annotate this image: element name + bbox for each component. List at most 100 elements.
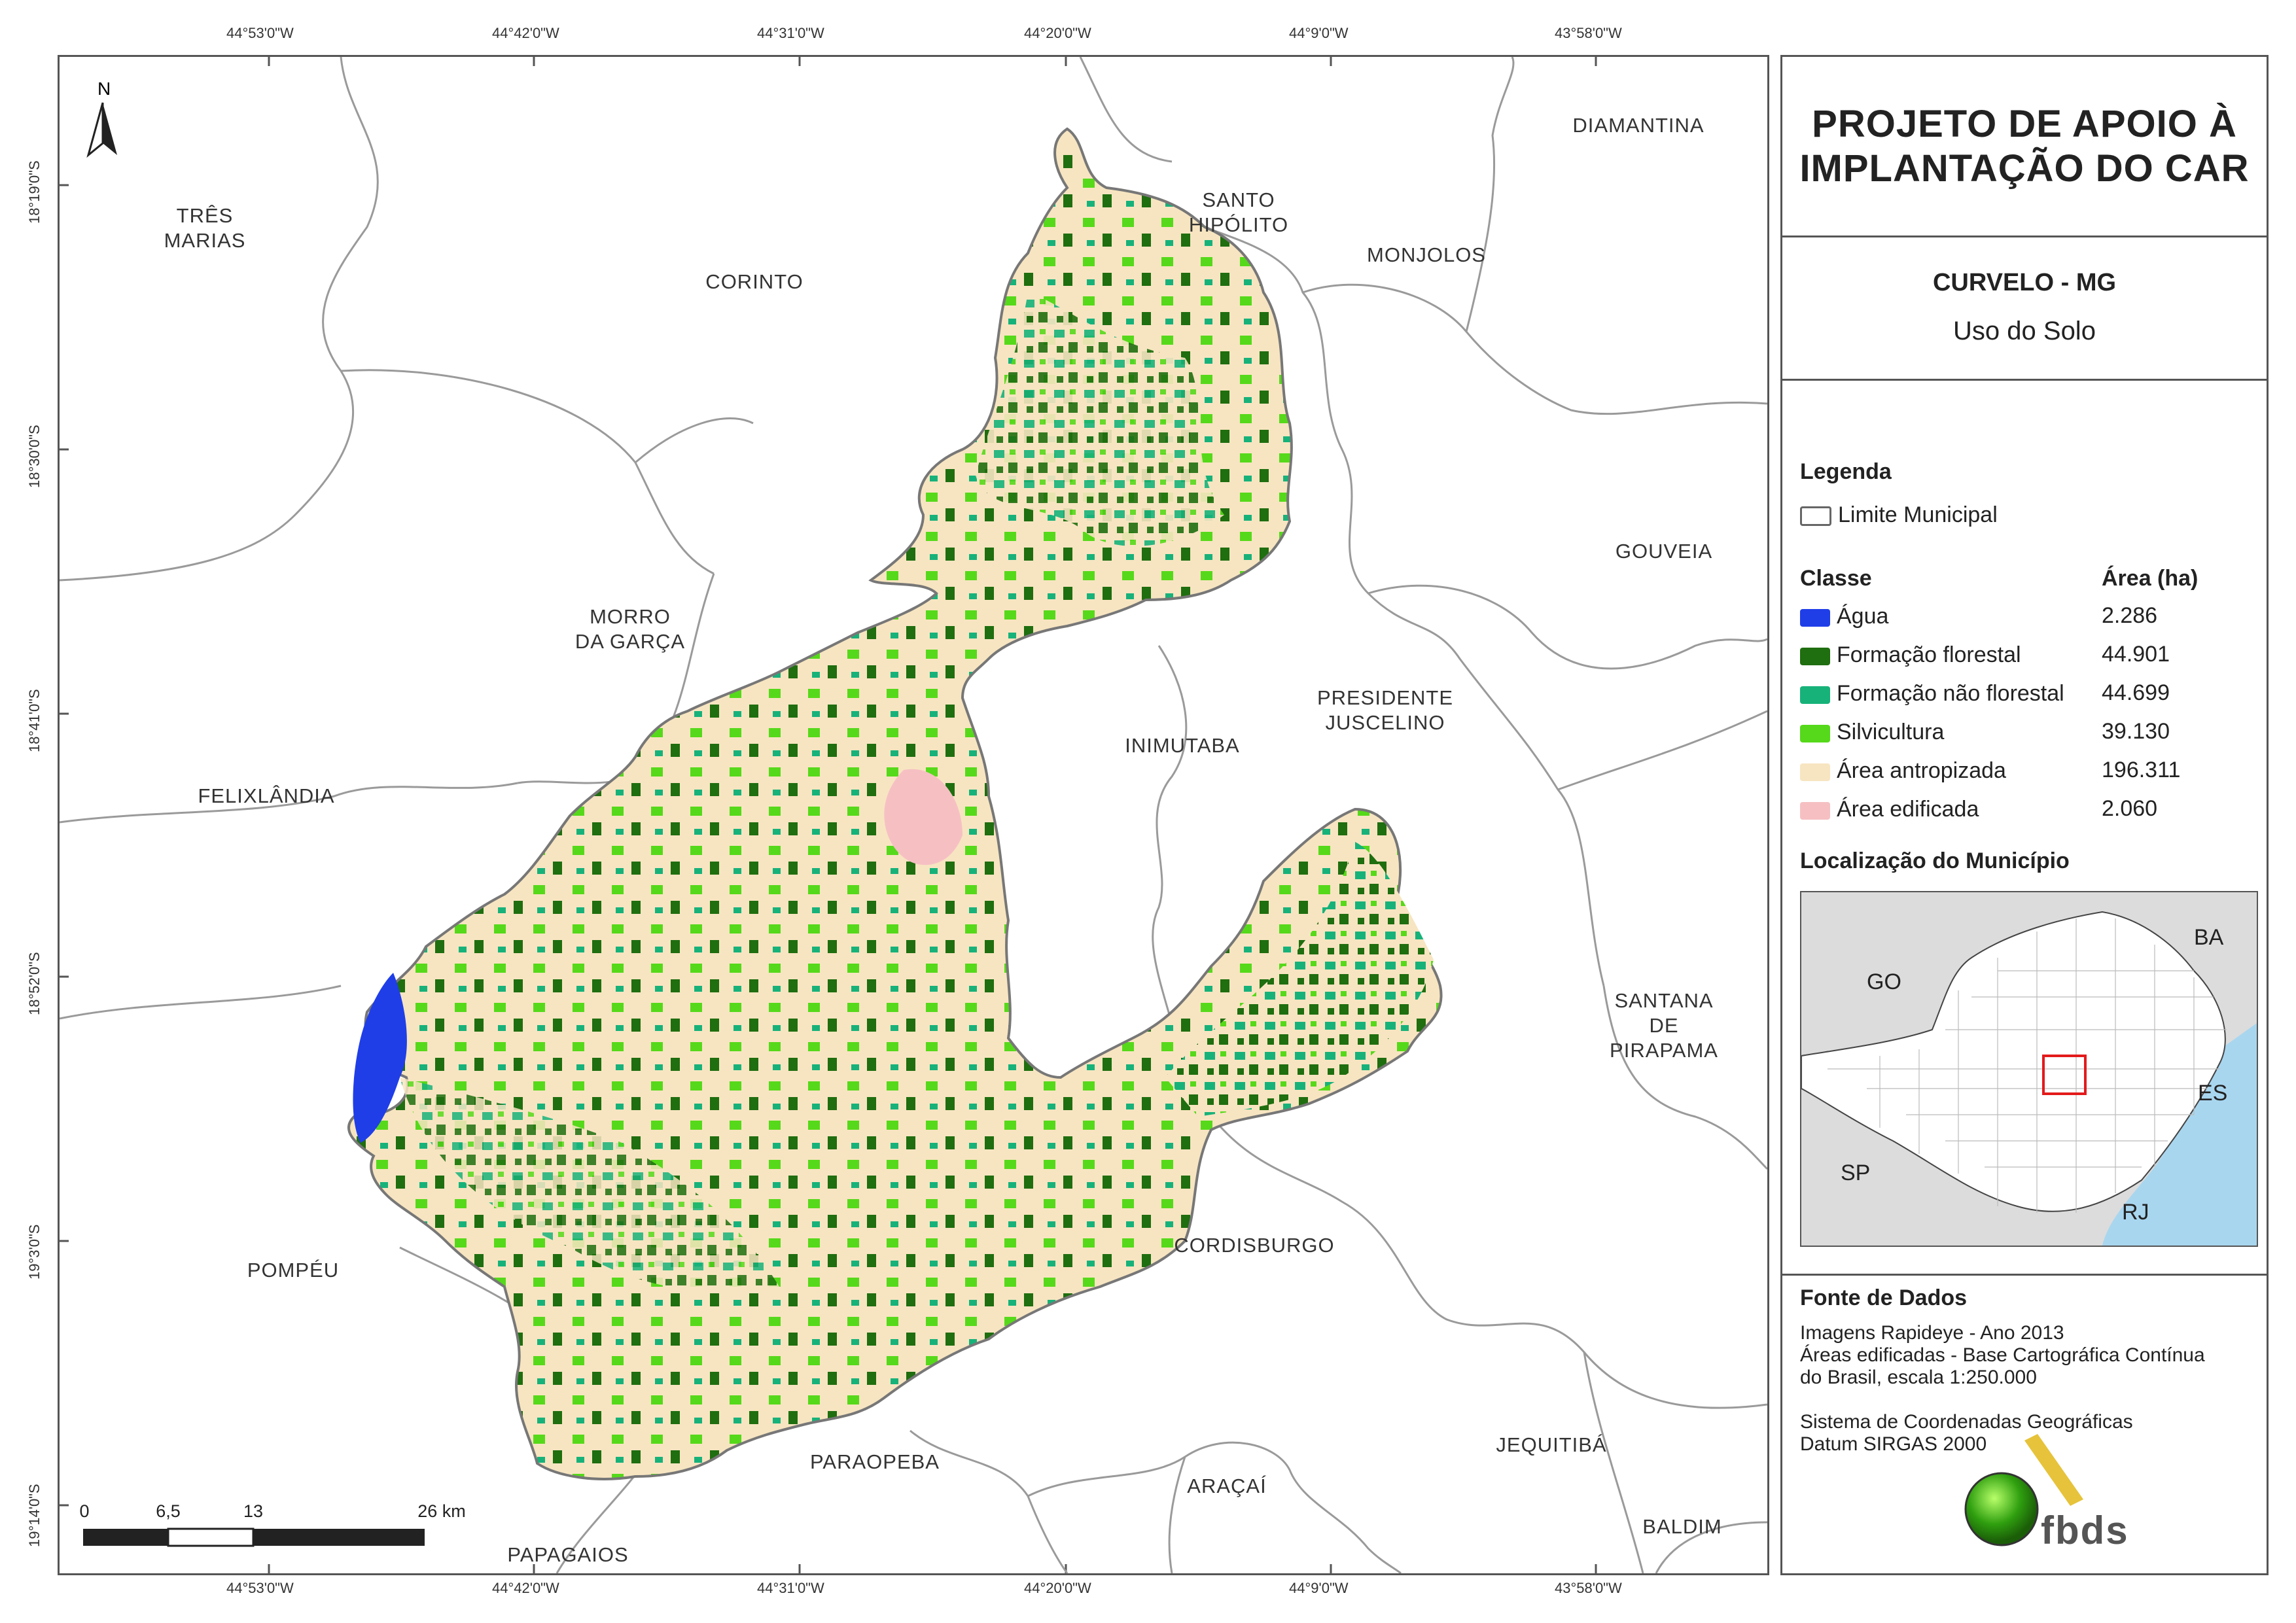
municipality-label-felixlandia: FELIXLÂNDIA (198, 784, 335, 807)
legend-item: Área antropizada (1800, 758, 2006, 784)
lon-label: 44°9'0"W (1289, 1580, 1349, 1596)
scale-label: 26 km (417, 1501, 466, 1521)
boundary-swatch (1800, 506, 1831, 527)
source-line: Imagens Rapideye - Ano 2013 (1800, 1322, 2064, 1344)
map-canvas: N (60, 57, 1767, 1573)
municipality-label-papagaios: PAPAGAIOS (507, 1543, 629, 1566)
lat-label: 18°52'0"S (26, 952, 43, 1015)
legend-class-label: Silvicultura (1837, 720, 1945, 744)
lon-label: 44°31'0"W (757, 1580, 824, 1596)
legend-boundary: Limite Municipal (1800, 502, 1998, 528)
title-box: PROJETO DE APOIO À IMPLANTAÇÃO DO CAR (1782, 57, 2267, 237)
municipality-label-aracai: ARAÇAÍ (1187, 1475, 1267, 1497)
project-title-line1: PROJETO DE APOIO À (1812, 102, 2237, 145)
lon-label: 44°42'0"W (492, 25, 559, 41)
scale-bar (83, 1527, 425, 1547)
data-sources: Fonte de Dados Imagens Rapideye - Ano 20… (1800, 1287, 2205, 1456)
legend: Legenda Limite Municipal Classe Área (ha… (1782, 381, 2267, 1276)
municipality-label-santana-de-pirapama: SANTANA DE PIRAPAMA (1610, 989, 1718, 1062)
class-header: Classe (1800, 566, 1872, 591)
lat-label: 19°3'0"S (26, 1224, 43, 1280)
municipality-label-gouveia: GOUVEIA (1615, 540, 1713, 563)
legend-swatch (1800, 724, 1830, 742)
north-arrow: N (86, 79, 117, 158)
legend-item: Formação não florestal (1800, 680, 2064, 707)
curvelo-land-use (347, 127, 1443, 1480)
north-label: N (97, 79, 111, 99)
legend-item: Silvicultura (1800, 719, 1944, 745)
municipality-label-baldim: BALDIM (1642, 1515, 1722, 1538)
scale-label: 0 (79, 1501, 90, 1521)
legend-area: 2.286 (2102, 603, 2158, 628)
legend-boundary-label: Limite Municipal (1838, 502, 1998, 527)
lon-label: 44°53'0"W (226, 25, 294, 41)
lon-label: 44°20'0"W (1024, 1580, 1091, 1596)
location-heading: Localização do Município (1800, 848, 2070, 873)
legend-class-label: Água (1837, 604, 1889, 629)
legend-swatch (1800, 608, 1830, 627)
inset-canvas (1801, 911, 2257, 1246)
legend-area: 44.699 (2102, 680, 2170, 705)
lon-label: 43°58'0"W (1555, 25, 1622, 41)
area-header: Área (ha) (2102, 566, 2199, 591)
legend-class-label: Área antropizada (1837, 758, 2006, 783)
source-line: do Brasil, escala 1:250.000 (1800, 1367, 2037, 1388)
legend-class-label: Área edificada (1837, 797, 1979, 822)
fbds-logo-mark (1964, 1434, 2083, 1546)
legend-class-label: Formação não florestal (1837, 681, 2064, 706)
subtitle-box: CURVELO - MG Uso do Solo (1782, 237, 2267, 381)
lon-label: 43°58'0"W (1555, 1580, 1622, 1596)
municipality-label-morro-da-garca: MORRO DA GARÇA (574, 605, 686, 653)
lon-label: 44°53'0"W (226, 1580, 294, 1596)
theme-title: Uso do Solo (1953, 317, 2096, 345)
municipality-label-santo-hipolito: SANTO HIPÓLITO (1188, 188, 1289, 236)
legend-area: 44.901 (2102, 642, 2170, 667)
lat-label: 19°14'0"S (26, 1484, 43, 1547)
source-line: Sistema de Coordenadas Geográficas (1800, 1411, 2133, 1433)
municipality-label-paraopeba: PARAOPEBA (810, 1450, 940, 1473)
fbds-logo-text: fbds (2041, 1509, 2129, 1552)
source-line (1800, 1389, 2205, 1411)
lat-label: 18°30'0"S (26, 425, 43, 488)
scale-label: 6,5 (156, 1501, 181, 1521)
legend-swatch (1800, 686, 1830, 704)
municipality-label-pompeu: POMPÉU (247, 1259, 340, 1282)
lat-label: 18°41'0"S (26, 689, 43, 752)
inset-label-rj: RJ (2122, 1200, 2149, 1225)
inset-label-go: GO (1867, 969, 1901, 994)
municipality-label-inimutaba: INIMUTABA (1125, 734, 1240, 757)
project-title-line2: IMPLANTAÇÃO DO CAR (1799, 147, 2250, 190)
source-line: Áreas edificadas - Base Cartográfica Con… (1800, 1344, 2205, 1366)
map-frame: N 0 6,5 13 26 km TRÊS MARIAS CORINTO SAN… (58, 55, 1769, 1575)
municipality-title: CURVELO - MG (1932, 269, 2117, 296)
lon-label: 44°20'0"W (1024, 25, 1091, 41)
legend-class-label: Formação florestal (1837, 642, 2021, 667)
municipality-label-presidente-juscelino: PRESIDENTE JUSCELINO (1316, 686, 1454, 734)
municipality-label-cordisburgo: CORDISBURGO (1174, 1234, 1335, 1257)
lon-label: 44°9'0"W (1289, 25, 1349, 41)
legend-item: Água (1800, 603, 1888, 629)
municipality-label-tres-marias: TRÊS MARIAS (164, 204, 246, 252)
lon-label: 44°31'0"W (757, 25, 824, 41)
map-side-panel: PROJETO DE APOIO À IMPLANTAÇÃO DO CAR CU… (1780, 55, 2269, 1575)
municipality-label-jequitiba: JEQUITIBÁ (1496, 1433, 1607, 1456)
legend-swatch (1800, 801, 1830, 820)
legend-swatch (1800, 647, 1830, 665)
municipality-label-monjolos: MONJOLOS (1367, 243, 1486, 266)
legend-area: 196.311 (2102, 758, 2181, 782)
sources-heading: Fonte de Dados (1800, 1285, 1968, 1310)
inset-label-ba: BA (2194, 925, 2224, 950)
scale-label: 13 (243, 1501, 264, 1521)
municipality-label-corinto: CORINTO (705, 270, 804, 293)
legend-item: Área edificada (1800, 796, 1979, 822)
lat-label: 18°19'0"S (26, 160, 43, 224)
legend-area: 2.060 (2102, 796, 2158, 821)
municipality-label-diamantina: DIAMANTINA (1572, 114, 1704, 137)
legend-heading: Legenda (1800, 459, 1892, 484)
fbds-logo: fbds (1946, 1431, 2142, 1562)
location-inset-map: GO BA ES SP RJ (1800, 891, 2258, 1247)
legend-swatch (1800, 763, 1830, 781)
legend-item: Formação florestal (1800, 642, 2021, 668)
lon-label: 44°42'0"W (492, 1580, 559, 1596)
inset-label-es: ES (2198, 1081, 2228, 1106)
